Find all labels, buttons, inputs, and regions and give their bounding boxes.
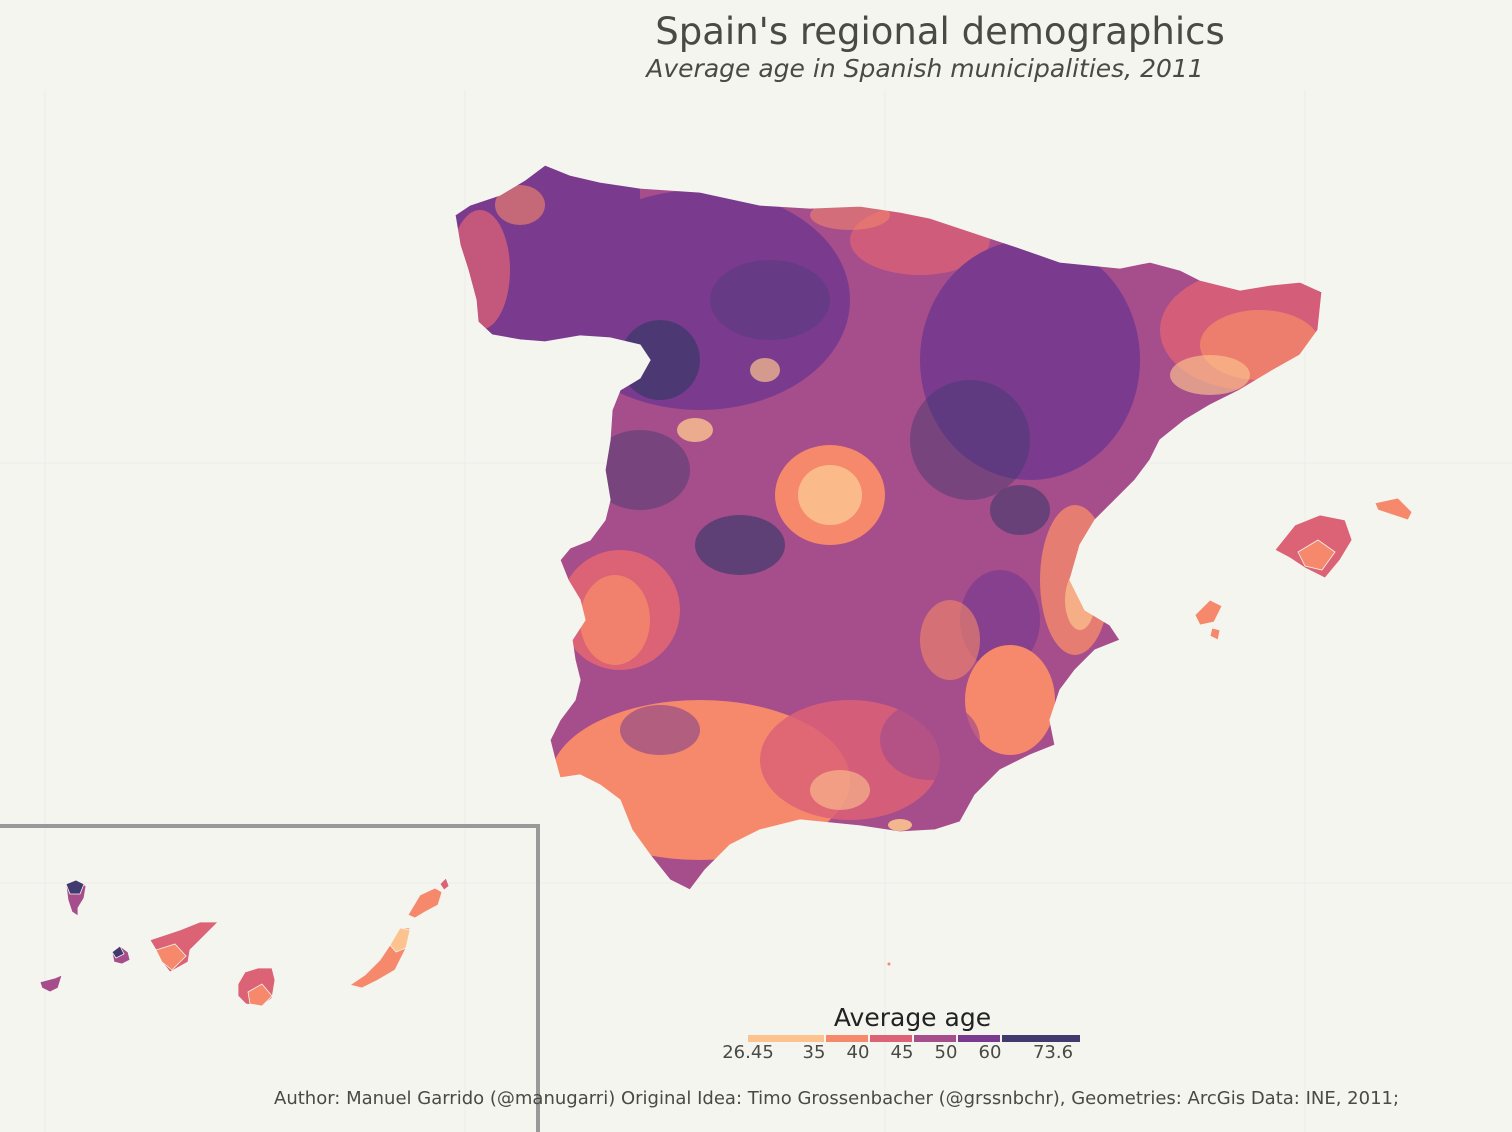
map-title: Spain's regional demographics bbox=[655, 10, 1225, 53]
legend-tick-label: 40 bbox=[846, 1042, 870, 1063]
alboran-speck bbox=[887, 962, 891, 966]
legend-tick-label: 45 bbox=[890, 1042, 914, 1063]
canary-islands bbox=[39, 877, 450, 1007]
legend-tick-label: 60 bbox=[978, 1042, 1002, 1063]
legend-swatch bbox=[870, 1035, 912, 1042]
legend-color-bar bbox=[748, 1035, 1080, 1042]
mainland-spain bbox=[454, 164, 1323, 891]
legend-swatch bbox=[826, 1035, 868, 1042]
balearic-islands bbox=[1194, 497, 1413, 641]
legend-swatch bbox=[958, 1035, 1000, 1042]
canary-inset-frame bbox=[0, 824, 540, 1132]
legend-swatch bbox=[748, 1035, 824, 1042]
credits-caption: Author: Manuel Garrido (@manugarri) Orig… bbox=[274, 1088, 1400, 1109]
legend-tick-label: 73.6 bbox=[1032, 1042, 1074, 1063]
legend-swatch bbox=[1002, 1035, 1080, 1042]
legend-title: Average age bbox=[833, 1003, 992, 1032]
legend-tick-label: 26.45 bbox=[722, 1042, 774, 1063]
legend-tick-label: 35 bbox=[802, 1042, 826, 1063]
mainland-regions bbox=[455, 165, 1322, 860]
legend-tick-label: 50 bbox=[934, 1042, 958, 1063]
map-subtitle: Average age in Spanish municipalities, 2… bbox=[646, 54, 1204, 83]
legend-swatch bbox=[914, 1035, 956, 1042]
